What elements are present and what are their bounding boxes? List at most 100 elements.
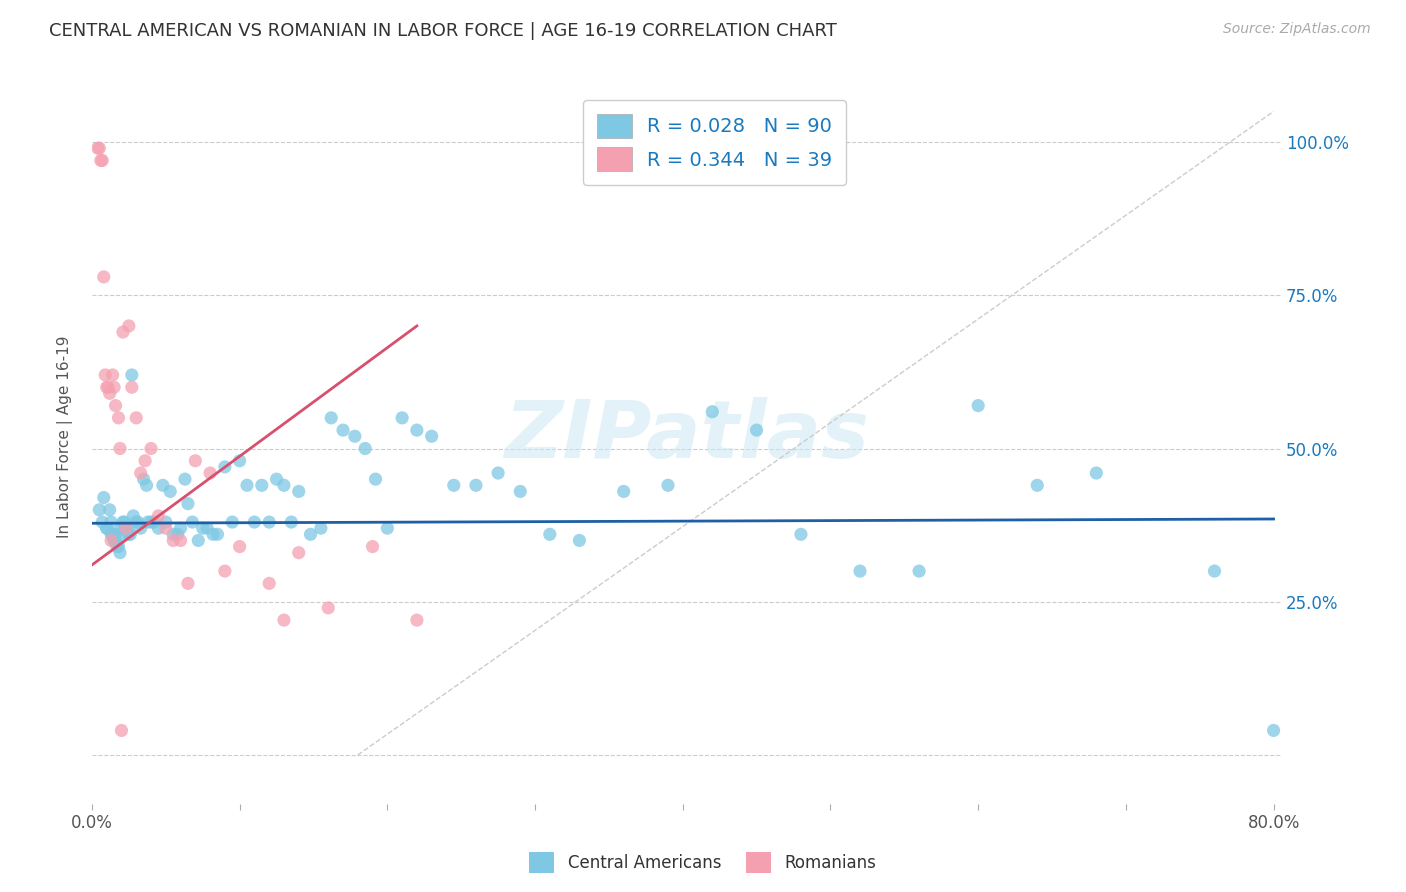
Point: [228, 540, 250, 554]
Point: [287, 484, 309, 499]
Point: [103, 527, 125, 541]
Point: [908, 564, 931, 578]
Point: [1026, 478, 1049, 492]
Point: [309, 521, 332, 535]
Point: [207, 527, 229, 541]
Point: [110, 527, 132, 541]
Point: [198, 466, 221, 480]
Point: [195, 521, 218, 535]
Point: [967, 399, 990, 413]
Point: [162, 527, 184, 541]
Point: [110, 723, 132, 738]
Point: [191, 521, 214, 535]
Point: [152, 478, 174, 492]
Point: [104, 527, 127, 541]
Point: [361, 540, 384, 554]
Point: [257, 576, 280, 591]
Point: [103, 533, 125, 548]
Point: [118, 527, 141, 541]
Point: [87, 141, 110, 155]
Point: [169, 521, 191, 535]
Point: [89, 141, 111, 155]
Point: [143, 515, 166, 529]
Point: [96, 380, 118, 394]
Point: [364, 472, 387, 486]
Point: [100, 527, 122, 541]
Point: [96, 521, 118, 535]
Point: [132, 472, 155, 486]
Point: [509, 484, 531, 499]
Point: [136, 515, 159, 529]
Point: [118, 318, 141, 333]
Point: [406, 613, 429, 627]
Point: [139, 515, 162, 529]
Legend: Central Americans, Romanians: Central Americans, Romanians: [523, 846, 883, 880]
Point: [110, 521, 132, 535]
Point: [1263, 723, 1285, 738]
Point: [745, 423, 768, 437]
Point: [103, 380, 125, 394]
Point: [108, 546, 131, 560]
Point: [657, 478, 679, 492]
Point: [236, 478, 259, 492]
Point: [94, 368, 117, 382]
Point: [174, 472, 197, 486]
Point: [162, 533, 184, 548]
Point: [177, 576, 200, 591]
Point: [257, 515, 280, 529]
Point: [101, 527, 124, 541]
Point: [280, 515, 302, 529]
Point: [97, 380, 120, 394]
Point: [849, 564, 872, 578]
Point: [443, 478, 465, 492]
Point: [134, 454, 156, 468]
Point: [107, 410, 129, 425]
Point: [1085, 466, 1108, 480]
Point: [266, 472, 288, 486]
Point: [129, 466, 152, 480]
Point: [214, 459, 236, 474]
Text: Source: ZipAtlas.com: Source: ZipAtlas.com: [1223, 22, 1371, 37]
Point: [115, 521, 138, 535]
Point: [104, 533, 127, 548]
Point: [112, 521, 135, 535]
Point: [169, 533, 191, 548]
Point: [112, 515, 135, 529]
Point: [221, 515, 243, 529]
Point: [155, 521, 177, 535]
Point: [111, 325, 134, 339]
Point: [287, 546, 309, 560]
Point: [101, 368, 124, 382]
Point: [100, 533, 122, 548]
Point: [91, 515, 114, 529]
Point: [148, 521, 170, 535]
Point: [465, 478, 488, 492]
Point: [117, 521, 139, 535]
Point: [122, 508, 145, 523]
Text: ZIPatlas: ZIPatlas: [503, 397, 869, 475]
Point: [121, 368, 143, 382]
Point: [100, 515, 122, 529]
Point: [96, 521, 118, 535]
Point: [375, 521, 398, 535]
Point: [321, 410, 343, 425]
Point: [187, 533, 209, 548]
Point: [89, 503, 111, 517]
Point: [228, 454, 250, 468]
Point: [121, 380, 143, 394]
Y-axis label: In Labor Force | Age 16-19: In Labor Force | Age 16-19: [58, 335, 73, 538]
Point: [90, 153, 112, 168]
Point: [202, 527, 225, 541]
Point: [354, 442, 377, 456]
Point: [91, 153, 114, 168]
Point: [159, 484, 181, 499]
Point: [790, 527, 813, 541]
Point: [538, 527, 561, 541]
Point: [155, 515, 177, 529]
Point: [420, 429, 443, 443]
Point: [243, 515, 266, 529]
Point: [115, 521, 138, 535]
Point: [125, 515, 148, 529]
Text: CENTRAL AMERICAN VS ROMANIAN IN LABOR FORCE | AGE 16-19 CORRELATION CHART: CENTRAL AMERICAN VS ROMANIAN IN LABOR FO…: [49, 22, 837, 40]
Point: [93, 491, 115, 505]
